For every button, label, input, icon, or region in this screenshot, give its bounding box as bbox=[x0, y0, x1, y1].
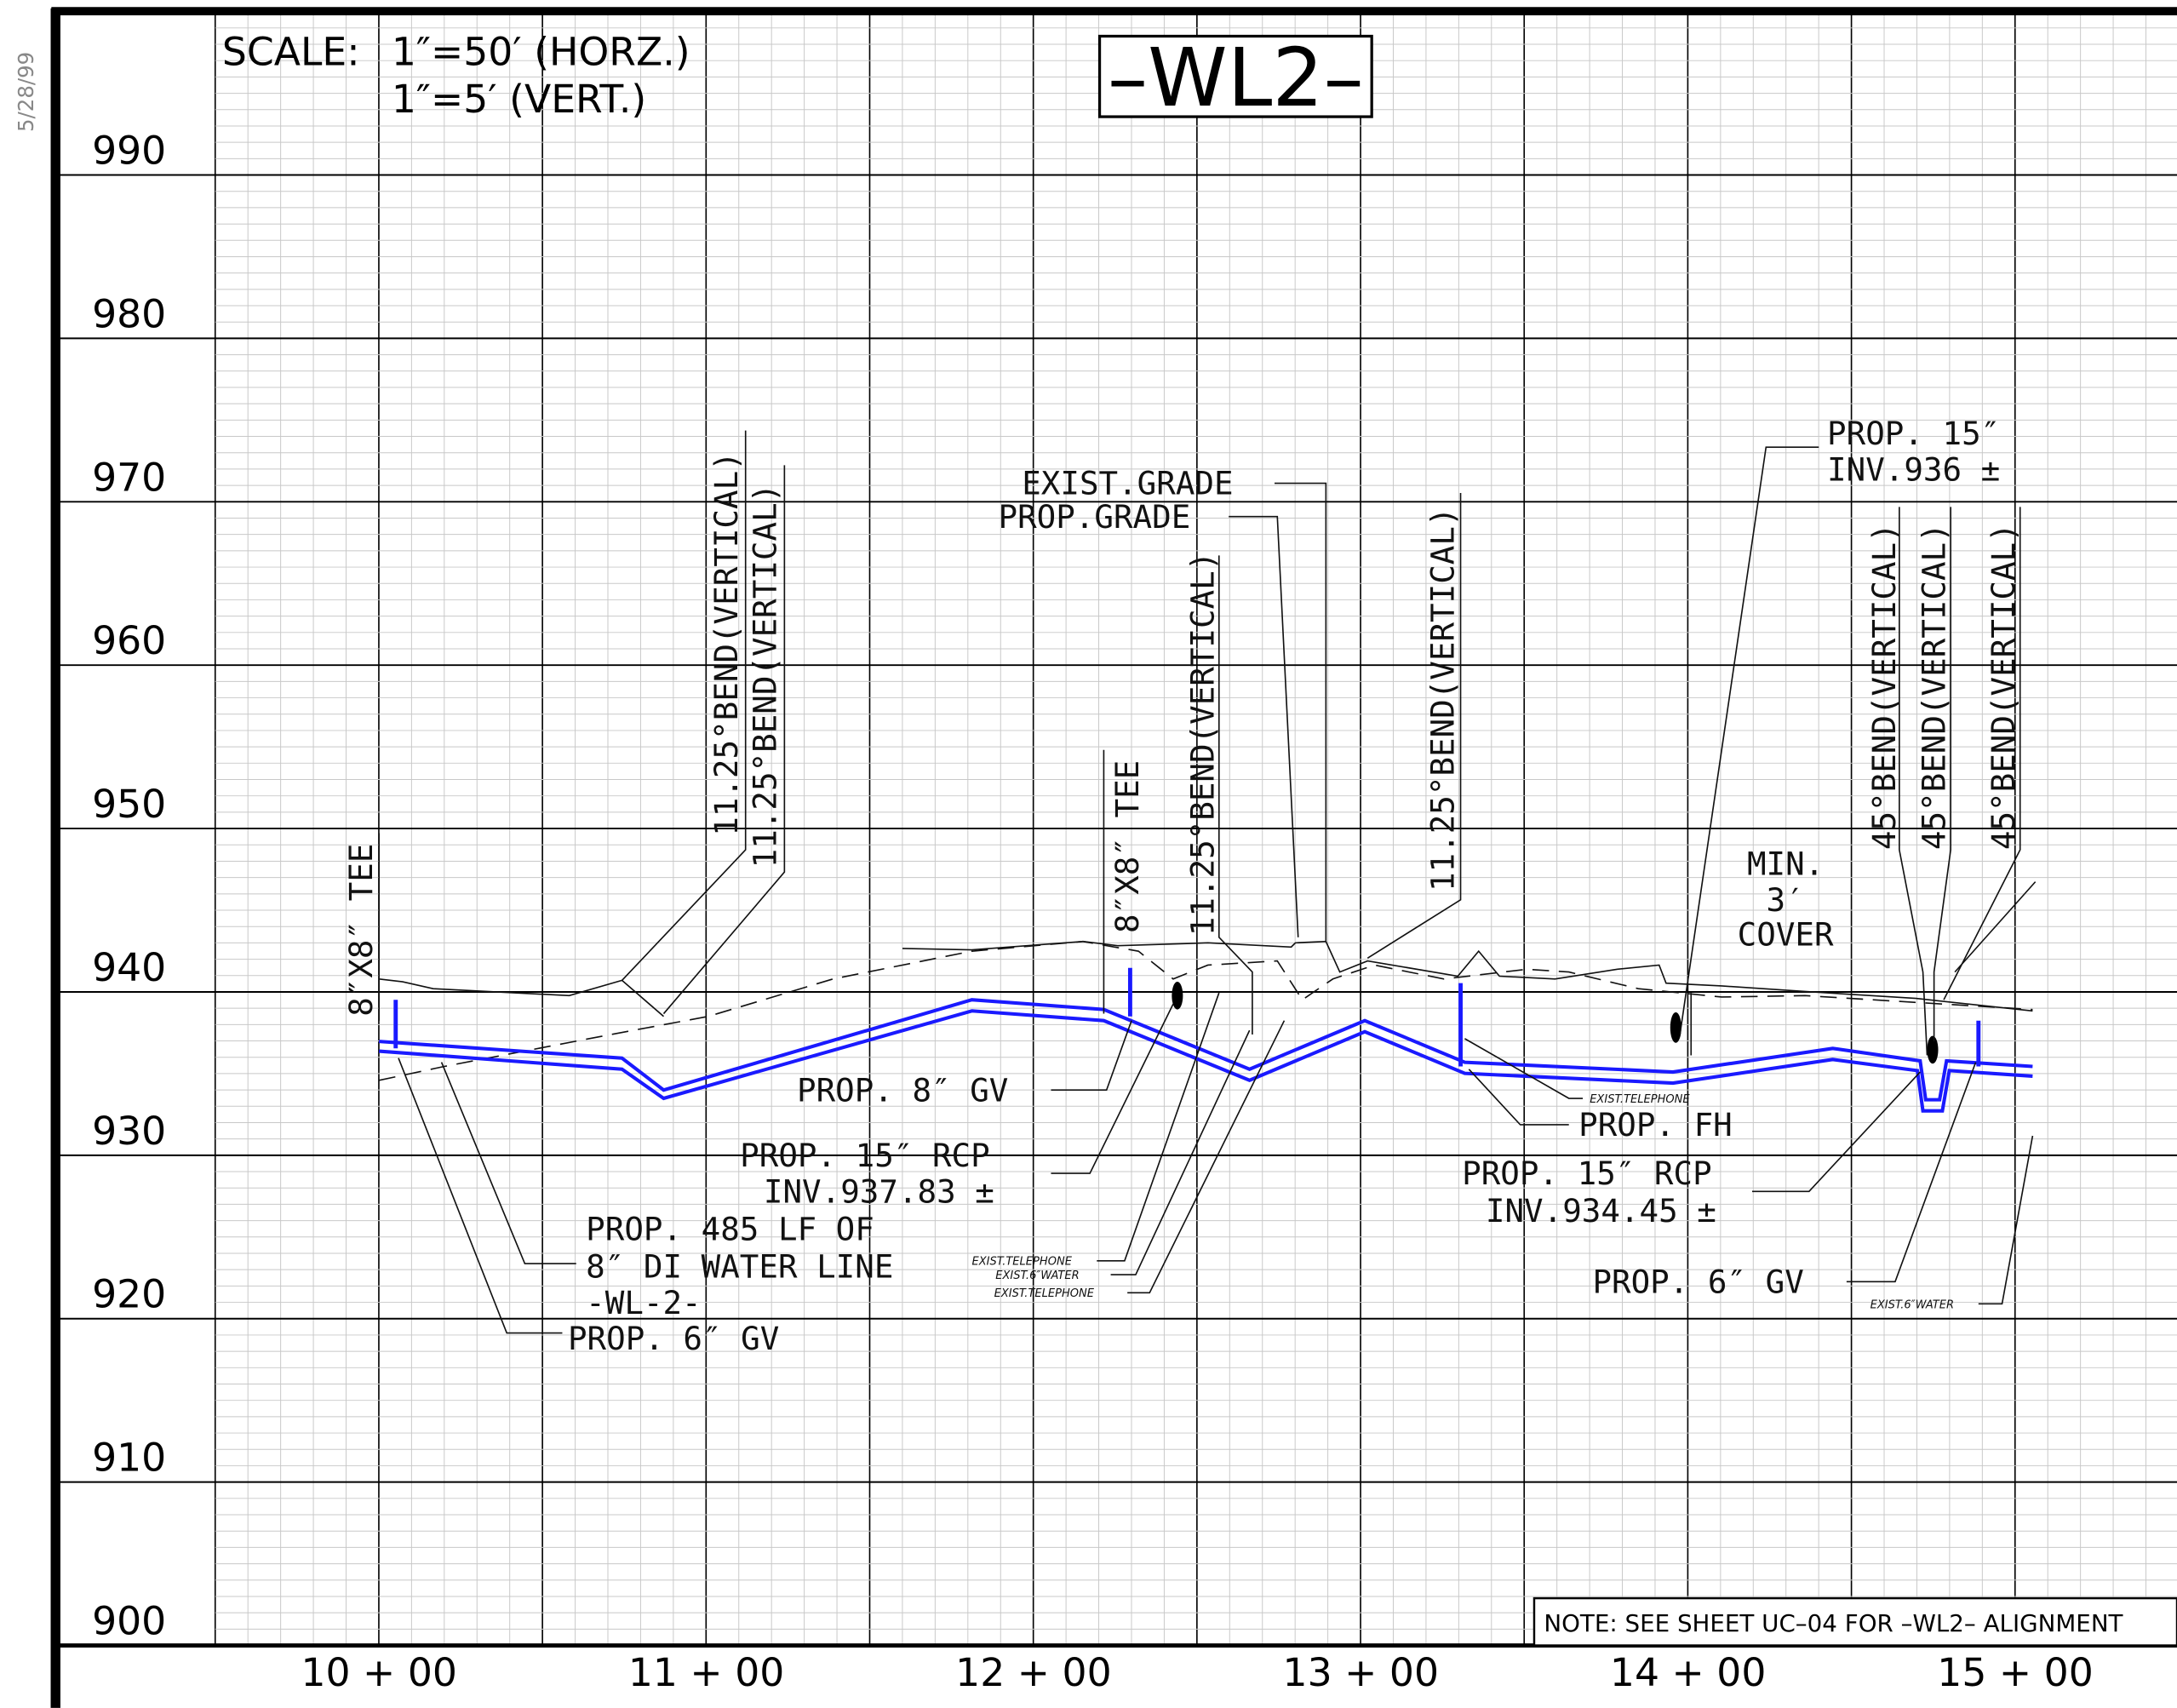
station-label: 13 + 00 bbox=[1283, 1650, 1439, 1695]
bend-label: 11.25°BEND(VERTICAL) bbox=[708, 451, 745, 836]
utility-label: EXIST.TELEPHONE bbox=[1590, 1093, 1690, 1106]
water-line-top bbox=[379, 998, 2033, 1102]
elevation-label: 910 bbox=[92, 1436, 166, 1481]
scale-vertical: 1″=5′ (VERT.) bbox=[392, 77, 646, 122]
bend-label: 45°BEND(VERTICAL) bbox=[1865, 523, 1903, 850]
tee-label: 8″X8″ TEE bbox=[342, 844, 380, 1017]
tee-label: 8″X8″ TEE bbox=[1109, 760, 1146, 933]
utility-label: EXIST.TELEPHONE bbox=[994, 1287, 1095, 1300]
gv-label: PROP. 8″ GV bbox=[797, 1071, 1008, 1109]
station-label: 10 + 00 bbox=[301, 1650, 456, 1695]
elevation-label: 900 bbox=[92, 1598, 166, 1643]
water-line-label: PROP. 485 LF OF bbox=[586, 1210, 874, 1247]
gv-label: PROP. 6″ GV bbox=[1592, 1263, 1803, 1300]
utility-label: EXIST.6″WATER bbox=[1871, 1298, 1954, 1311]
elevation-label: 970 bbox=[92, 455, 166, 500]
utility-label: EXIST.6″WATER bbox=[995, 1270, 1079, 1282]
axis-labels: 990 980 970 960 950 940 930 920 910 900 10 + 00 11 … bbox=[92, 128, 2094, 1694]
gv-label: PROP. 6″ GV bbox=[568, 1320, 779, 1357]
rcp-label: INV.934.45 ± bbox=[1486, 1192, 1716, 1229]
note-box bbox=[1532, 1596, 2177, 1647]
bend-label: 45°BEND(VERTICAL) bbox=[1916, 523, 1953, 850]
valve-stubs bbox=[393, 967, 1981, 1067]
station-label: 14 + 00 bbox=[1610, 1650, 1766, 1695]
station-label: 11 + 00 bbox=[628, 1650, 784, 1695]
date: 5/28/99 bbox=[14, 52, 38, 132]
utility-label: EXIST.TELEPHONE bbox=[972, 1256, 1073, 1269]
title: –WL2– bbox=[1108, 32, 1364, 125]
water-line-label: 8″ DI WATER LINE bbox=[586, 1247, 893, 1285]
annotations: 8″X8″ TEE 11.25°BEND(VERTICAL) 11.25°BEN… bbox=[342, 415, 2022, 1357]
rcp-label: INV.937.83 ± bbox=[764, 1172, 994, 1210]
rcp-label: PROP. 15″ bbox=[1827, 415, 2000, 452]
prop-grade bbox=[379, 940, 2033, 1081]
leaders bbox=[378, 430, 2037, 1334]
rcp-label: PROP. 15″ RCP bbox=[1462, 1155, 1712, 1192]
station-label: 12 + 00 bbox=[955, 1650, 1111, 1695]
note: NOTE: SEE SHEET UC–04 FOR –WL2– ALIGNMEN… bbox=[1544, 1609, 2123, 1637]
scale-label: SCALE: bbox=[222, 30, 360, 75]
rcp-label: INV.936 ± bbox=[1827, 450, 2000, 488]
bend-label: 45°BEND(VERTICAL) bbox=[1985, 523, 2022, 850]
cover-label: COVER bbox=[1738, 916, 1834, 954]
grid bbox=[55, 10, 2177, 1647]
water-line-bottom bbox=[379, 1009, 2033, 1113]
grade-label: PROP.GRADE bbox=[999, 498, 1191, 536]
elevation-label: 920 bbox=[92, 1272, 166, 1317]
exist-grade bbox=[379, 977, 665, 1017]
title-box bbox=[1097, 34, 1373, 118]
pipe-crossings bbox=[1172, 982, 1939, 1064]
elevation-label: 950 bbox=[92, 782, 166, 827]
cover-label: 3′ bbox=[1767, 881, 1805, 919]
elevation-label: 990 bbox=[92, 128, 166, 173]
exist-grade bbox=[902, 940, 2033, 1012]
elevation-label: 940 bbox=[92, 945, 166, 990]
elevation-label: 980 bbox=[92, 291, 166, 336]
elevation-label: 930 bbox=[92, 1109, 166, 1154]
rcp-label: PROP. 15″ RCP bbox=[740, 1137, 990, 1174]
grade-label: EXIST.GRADE bbox=[1022, 465, 1233, 502]
water-line-label: -WL-2- bbox=[586, 1284, 701, 1321]
fh-label: PROP. FH bbox=[1578, 1106, 1733, 1143]
cover-label: MIN. bbox=[1747, 845, 1824, 882]
bend-label: 11.25°BEND(VERTICAL) bbox=[747, 484, 784, 868]
elevation-label: 960 bbox=[92, 618, 166, 663]
scale-horizontal: 1″=50′ (HORZ.) bbox=[392, 30, 690, 75]
bend-label: 11.25°BEND(VERTICAL) bbox=[1183, 552, 1221, 937]
bend-label: 11.25°BEND(VERTICAL) bbox=[1424, 507, 1461, 891]
station-label: 15 + 00 bbox=[1937, 1650, 2093, 1695]
